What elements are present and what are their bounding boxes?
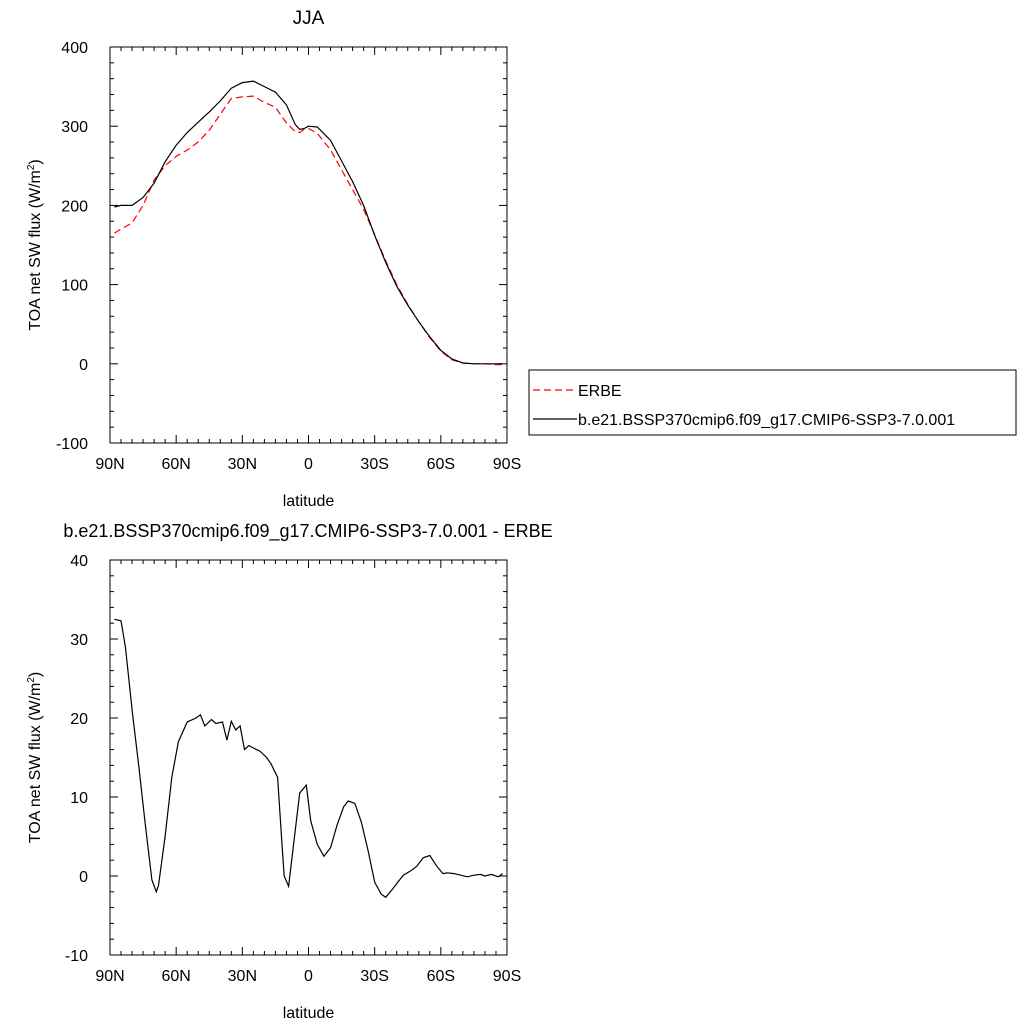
y-tick-label: 300 [61,119,88,136]
chart-title: JJA [293,8,325,29]
x-tick-label: 0 [304,968,313,985]
x-axis-label: latitude [283,1005,335,1022]
x-tick-label: 30S [360,968,388,985]
y-tick-label: 0 [79,357,88,374]
x-tick-label: 90S [493,968,521,985]
legend-box [528,369,1017,436]
y-tick-label: 200 [61,198,88,215]
x-tick-label: 60N [161,968,190,985]
y-tick-label: 30 [70,632,88,649]
x-axis-label: latitude [283,493,335,510]
series-line-1 [114,80,503,365]
legend: ERBE b.e21.BSSP370cmip6.f09_g17.CMIP6-SSP… [528,369,1017,436]
x-tick-label: 60N [161,456,190,473]
x-tick-label: 0 [304,456,313,473]
x-tick-label: 30N [228,456,257,473]
x-tick-label: 60S [427,456,455,473]
difference-line [114,618,503,899]
y-tick-label: 100 [61,278,88,295]
x-tick-label: 30N [228,968,257,985]
y-tick-label: 0 [79,869,88,886]
chart-title: b.e21.BSSP370cmip6.f09_g17.CMIP6-SSP3-7.… [63,521,552,542]
x-tick-label: 30S [360,456,388,473]
plot-frame [109,46,508,444]
y-axis-label: TOA net SW flux (W/m2) [26,672,44,844]
x-tick-label: 90N [95,968,124,985]
y-axis-label-close: ) [27,159,44,164]
x-tick-label: 90N [95,456,124,473]
y-tick-label: -10 [65,948,88,965]
y-tick-label: 40 [70,553,88,570]
y-tick-label: 400 [61,40,88,57]
legend-label: ERBE [578,383,622,400]
y-axis-label: TOA net SW flux (W/m2) [26,159,44,331]
y-axis-label-main: TOA net SW flux (W/m [27,170,44,331]
y-axis-label-sup: 2 [26,677,37,683]
difference-chart: 90N 60N 30N 0 30S 60S 90S -10 0 10 20 30 40 b.e21.BSS… [26,521,553,1022]
y-tick-label: 20 [70,711,88,728]
series-line-0 [114,95,503,366]
y-tick-label: 10 [70,790,88,807]
y-axis-label-main: TOA net SW flux (W/m [27,683,44,844]
x-tick-label: 60S [427,968,455,985]
legend-label: b.e21.BSSP370cmip6.f09_g17.CMIP6-SSP3-7.… [578,412,955,429]
y-axis-label-sup: 2 [26,164,37,170]
y-tick-label: -100 [56,436,88,453]
y-axis-label-close: ) [27,672,44,677]
x-tick-label: 90S [493,456,521,473]
plot-frame [109,559,508,956]
top-chart: 90N 60N 30N 0 30S 60S 90S -100 0 100 200 300 400 JJA l… [26,8,521,510]
